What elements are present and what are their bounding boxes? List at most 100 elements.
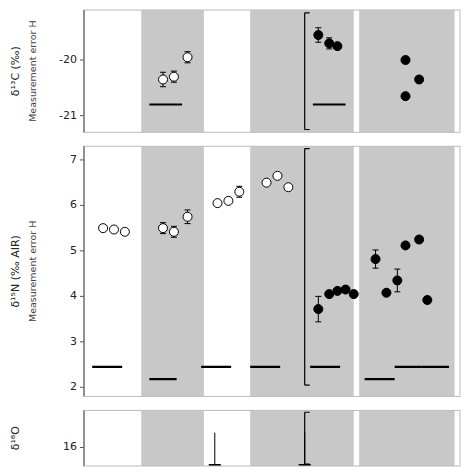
bracket-end <box>305 12 310 13</box>
chart: -21-20δ¹³C (‰)Measurement error H234567δ… <box>0 0 474 474</box>
gray-band <box>250 410 354 466</box>
filled-point <box>333 42 342 51</box>
error-cap <box>315 296 321 297</box>
plot-area <box>92 146 454 396</box>
y-tick <box>80 115 84 116</box>
bracket-end <box>305 384 310 385</box>
filled-point <box>423 296 432 305</box>
error-cap <box>315 42 321 43</box>
y-tick <box>80 387 84 388</box>
series <box>99 171 293 237</box>
annotation: Measurement error H <box>27 20 38 121</box>
bracket-end <box>305 129 310 130</box>
error-cap <box>185 62 191 63</box>
filled-point <box>371 255 380 264</box>
series <box>159 52 193 87</box>
h-segment <box>422 366 449 368</box>
filled-point <box>325 39 334 48</box>
panel: -21-20δ¹³C (‰)Measurement error H <box>9 10 460 132</box>
filled-point <box>401 56 410 65</box>
y-tick-label: 4 <box>70 289 77 302</box>
gray-band <box>250 146 354 396</box>
filled-point <box>415 75 424 84</box>
series <box>401 56 424 101</box>
bracket <box>305 412 310 464</box>
error-cap <box>171 226 177 227</box>
open-point <box>262 178 271 187</box>
gray-band <box>141 410 204 466</box>
y-tick-label: 3 <box>70 335 77 348</box>
y-tick <box>80 250 84 251</box>
gray-band <box>141 146 204 396</box>
y-axis-line <box>84 10 85 132</box>
bracket <box>305 13 310 130</box>
open-point <box>183 212 192 221</box>
h-segment <box>201 366 231 368</box>
error-cap <box>160 86 166 87</box>
error-cap <box>373 268 379 269</box>
bracket-stem <box>304 149 305 385</box>
error-cap <box>236 186 242 187</box>
filled-point <box>314 305 323 314</box>
y-tick-label: 5 <box>70 244 77 257</box>
error-cap <box>171 237 177 238</box>
error-cap <box>373 249 379 250</box>
open-point <box>169 227 178 236</box>
series <box>314 28 342 51</box>
h-segment <box>149 103 182 105</box>
h-segment <box>365 378 395 380</box>
annotation: Measurement error H <box>27 221 38 322</box>
filled-point <box>314 31 323 40</box>
t-marker <box>209 433 221 466</box>
y-tick <box>80 296 84 297</box>
open-point <box>169 72 178 81</box>
bracket-end <box>305 148 310 149</box>
filled-point <box>401 241 410 250</box>
y-tick <box>80 205 84 206</box>
series <box>314 235 432 322</box>
bracket-end <box>305 412 310 413</box>
bracket-stem <box>304 13 305 130</box>
y-axis-label: δ¹⁸O <box>9 426 22 451</box>
h-segment <box>395 366 422 368</box>
error-cap <box>171 82 177 83</box>
panel: 234567δ¹⁵N (‰ AIR)Measurement error H <box>9 146 460 396</box>
y-tick-label: 16 <box>63 440 77 453</box>
filled-point <box>382 288 391 297</box>
y-tick-label: 2 <box>70 380 77 393</box>
error-cap <box>185 209 191 210</box>
open-point <box>183 53 192 62</box>
y-tick-label: -21 <box>59 109 77 122</box>
error-cap <box>185 223 191 224</box>
open-point <box>99 224 108 233</box>
y-tick-label: 6 <box>70 198 77 211</box>
bracket-stem <box>304 412 305 464</box>
bracket-end <box>305 464 310 465</box>
filled-point <box>401 92 410 101</box>
open-point <box>235 187 244 196</box>
h-segment <box>250 366 280 368</box>
y-axis-line <box>84 146 85 396</box>
open-point <box>284 183 293 192</box>
open-point <box>120 227 129 236</box>
error-cap <box>315 27 321 28</box>
plot-frame <box>84 146 460 396</box>
y-tick <box>80 447 84 448</box>
plot-area <box>141 10 454 132</box>
error-cap <box>315 321 321 322</box>
y-axis-label: δ¹³C (‰) <box>9 46 22 96</box>
panel: 16 δ¹⁸O <box>9 410 460 466</box>
error-cap <box>160 72 166 73</box>
h-segment <box>310 366 340 368</box>
error-cap <box>160 233 166 234</box>
plot-frame <box>84 10 460 132</box>
plot-frame <box>84 410 460 466</box>
open-point <box>224 196 233 205</box>
error-cap <box>236 197 242 198</box>
y-tick-label: 7 <box>70 153 77 166</box>
y-axis-line <box>84 410 85 466</box>
y-tick <box>80 341 84 342</box>
filled-point <box>415 235 424 244</box>
open-point <box>273 171 282 180</box>
gray-band <box>359 146 454 396</box>
